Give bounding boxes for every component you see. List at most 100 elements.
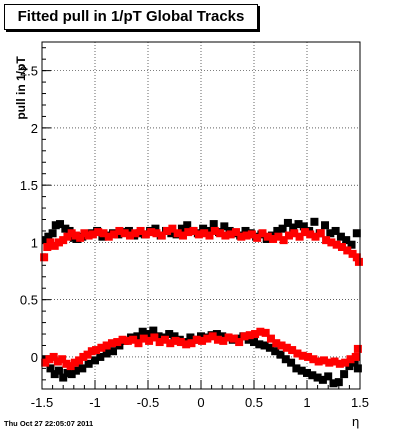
data-point-series-1 [96, 352, 105, 361]
data-point-series-1 [56, 220, 65, 229]
data-point-series-2 [351, 352, 360, 361]
data-point-series-2 [284, 231, 293, 240]
data-point-series-1 [71, 366, 80, 375]
data-point-series-2 [123, 336, 132, 345]
data-point-series-2 [346, 355, 355, 364]
data-point-series-1 [350, 358, 359, 367]
data-point-series-1 [303, 368, 311, 377]
data-point-series-1 [287, 358, 296, 367]
data-point-series-2 [332, 240, 341, 249]
data-point-series-2 [50, 241, 59, 250]
data-point-series-2 [92, 346, 101, 355]
data-point-series-2 [235, 338, 244, 347]
data-point-series-2 [327, 238, 336, 247]
data-point-series-1 [44, 232, 53, 241]
data-point-series-2 [309, 355, 318, 364]
data-point-series-1 [78, 364, 87, 373]
data-point-series-2 [194, 230, 203, 239]
data-point-series-2 [94, 228, 103, 237]
data-point-series-2 [139, 334, 148, 343]
data-point-series-2 [205, 231, 214, 240]
data-point-series-1 [321, 221, 330, 230]
data-point-series-2 [67, 229, 76, 238]
data-point-series-1 [273, 226, 282, 235]
data-point-series-2 [40, 253, 49, 262]
x-axis-label: η [352, 414, 360, 429]
data-point-series-1 [250, 338, 258, 347]
data-point-series-2 [70, 358, 79, 367]
data-point-series-2 [118, 335, 127, 344]
data-point-series-2 [79, 352, 88, 361]
data-point-series-1 [209, 220, 218, 229]
data-point-series-2 [80, 229, 89, 238]
data-point-series-2 [152, 229, 161, 238]
data-point-series-1 [299, 222, 308, 231]
x-tick-label: 1.5 [351, 395, 369, 410]
data-point-series-1 [84, 359, 93, 368]
data-point-series-2 [157, 231, 166, 240]
data-point-series-2 [59, 236, 68, 245]
data-point-series-2 [290, 229, 299, 238]
data-point-series-2 [171, 336, 180, 345]
data-point-series-1 [220, 222, 229, 231]
data-point-series-1 [265, 343, 274, 352]
x-tick-label: -0.5 [137, 395, 159, 410]
data-point-series-2 [219, 336, 228, 345]
data-point-series-1 [353, 364, 362, 373]
data-point-series-2 [113, 338, 122, 347]
data-point-series-1 [151, 224, 160, 233]
data-point-series-2 [208, 332, 217, 341]
data-point-series-2 [224, 333, 233, 342]
data-point-series-1 [109, 347, 118, 356]
data-point-series-2 [115, 226, 124, 235]
data-point-series-2 [120, 229, 129, 238]
data-point-series-2 [319, 356, 328, 365]
data-point-series-2 [71, 231, 80, 240]
data-point-series-2 [184, 228, 193, 237]
data-point-series-2 [263, 232, 272, 241]
data-point-series-1 [102, 349, 111, 358]
data-point-series-1 [63, 368, 72, 377]
data-point-series-1 [294, 220, 303, 229]
data-point-series-2 [253, 233, 262, 242]
data-point-series-1 [241, 226, 250, 235]
data-point-series-2 [274, 232, 283, 241]
data-point-series-2 [341, 358, 350, 367]
x-tick-label: 0.5 [245, 395, 263, 410]
data-point-series-2 [352, 253, 361, 262]
x-tick-label: -1.5 [31, 395, 53, 410]
data-point-series-2 [178, 231, 187, 240]
data-point-series-2 [99, 229, 108, 238]
data-point-series-2 [187, 339, 196, 348]
data-point-series-2 [258, 229, 267, 238]
data-point-series-1 [281, 355, 290, 364]
data-point-series-2 [229, 334, 238, 343]
data-point-series-2 [311, 232, 320, 241]
data-point-series-2 [279, 236, 288, 245]
data-point-series-2 [335, 359, 344, 368]
data-point-series-2 [237, 232, 246, 241]
data-point-series-2 [198, 336, 207, 345]
data-point-series-2 [155, 338, 164, 347]
data-point-series-2 [87, 347, 96, 356]
data-point-series-2 [62, 359, 71, 368]
data-point-series-2 [43, 242, 52, 251]
data-point-series-2 [54, 238, 63, 247]
x-tick-label: 0 [197, 395, 204, 410]
data-point-series-2 [49, 352, 58, 361]
data-point-series-1 [138, 327, 147, 336]
data-point-series-2 [88, 230, 97, 239]
data-point-series-2 [84, 231, 93, 240]
data-point-series-2 [216, 229, 225, 238]
data-point-series-2 [147, 228, 156, 237]
data-point-series-2 [182, 340, 191, 349]
data-point-series-2 [353, 344, 362, 353]
y-tick-label: 0.5 [20, 293, 38, 308]
data-point-series-2 [330, 357, 339, 366]
data-point-series-1 [276, 350, 285, 359]
x-tick-label: 1 [303, 395, 310, 410]
data-point-series-1 [244, 335, 253, 344]
data-point-series-1 [324, 372, 333, 381]
data-point-series-2 [110, 230, 119, 239]
data-point-series-2 [316, 229, 325, 238]
